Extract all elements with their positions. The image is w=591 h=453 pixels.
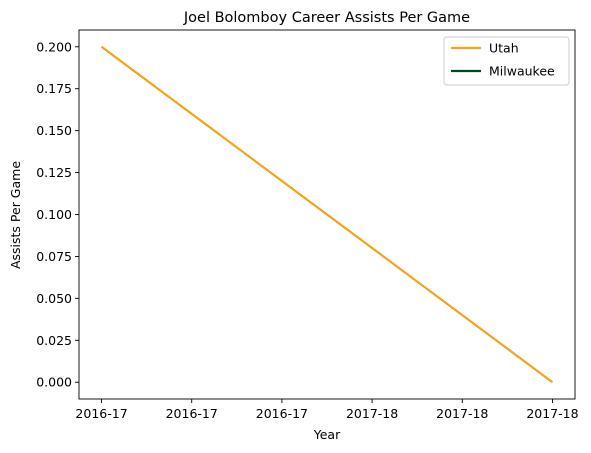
x-tick-label: 2017-18: [346, 406, 398, 421]
y-tick-label: 0.075: [36, 249, 72, 264]
y-tick-label: 0.125: [36, 165, 72, 180]
y-tick-label: 0.025: [36, 333, 72, 348]
y-tick-label: 0.150: [36, 123, 72, 138]
legend-label-milwaukee: Milwaukee: [489, 64, 555, 79]
legend: Utah Milwaukee: [444, 37, 569, 85]
x-tick-label: 2016-17: [166, 406, 218, 421]
series-lines: [102, 47, 553, 382]
x-axis-label: Year: [313, 427, 341, 442]
y-tick-label: 0.175: [36, 81, 72, 96]
y-axis-label: Assists Per Game: [8, 161, 23, 269]
x-tick-label: 2017-18: [526, 406, 578, 421]
legend-label-utah: Utah: [489, 41, 519, 56]
x-axis-ticks: 2016-17 2016-17 2016-17 2017-18 2017-18 2017-…: [75, 399, 578, 421]
chart-title: Joel Bolomboy Career Assists Per Game: [183, 10, 470, 26]
x-tick-label: 2017-18: [436, 406, 488, 421]
y-tick-label: 0.100: [36, 207, 72, 222]
series-line-utah: [102, 47, 553, 382]
x-tick-label: 2016-17: [256, 406, 308, 421]
x-tick-label: 2016-17: [75, 406, 127, 421]
y-tick-label: 0.050: [36, 291, 72, 306]
y-axis-ticks: 0.000 0.025 0.050 0.075 0.100 0.125 0.150 0.175…: [36, 39, 79, 389]
y-tick-label: 0.200: [36, 39, 72, 54]
y-tick-label: 0.000: [36, 375, 72, 390]
